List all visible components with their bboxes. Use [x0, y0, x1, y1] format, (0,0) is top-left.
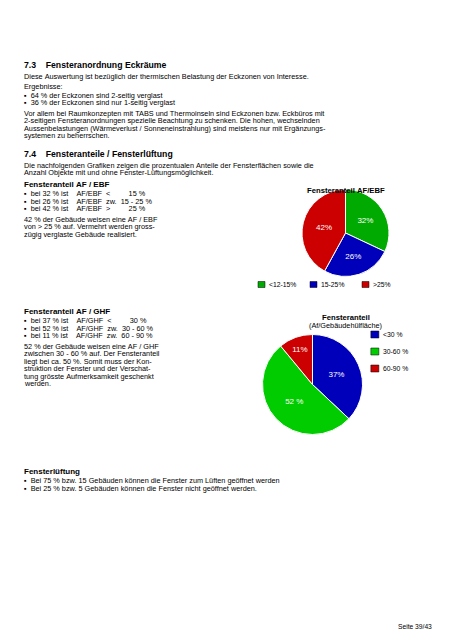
svg-text:▪ Bei 25 % bzw. 5 Gebäuden kö: ▪ Bei 25 % bzw. 5 Gebäuden können die Fe… [24, 484, 257, 493]
svg-text:<12-15%: <12-15% [269, 281, 296, 288]
svg-text:werden.: werden. [24, 379, 51, 388]
svg-text:11%: 11% [292, 345, 307, 354]
svg-text:2-seitigen Fensteranordnungen: 2-seitigen Fensteranordnungen spezielle … [24, 116, 320, 125]
svg-text:Aussenbelastungen (Wärmeverlus: Aussenbelastungen (Wärmeverlust / Sonnen… [24, 124, 326, 133]
svg-text:▪ 64 % der Eckzonen sind 2-se: ▪ 64 % der Eckzonen sind 2-seitig vergla… [24, 91, 162, 100]
svg-text:Anzahl Objekte mit und ohne Fe: Anzahl Objekte mit und ohne Fenster-Lüft… [24, 168, 213, 177]
svg-text:zwischen 30 - 60 % auf. Der Fe: zwischen 30 - 60 % auf. Der Fensterantei… [24, 349, 160, 358]
svg-text:7.4 Fensteranteile / Fenste: 7.4 Fensteranteile / Fensterlüftung [24, 149, 173, 159]
svg-text:7.3 Fensteranordnung Eckräu: 7.3 Fensteranordnung Eckräume [24, 60, 167, 70]
svg-text:Fensteranteil AF / EBF: Fensteranteil AF / EBF [24, 180, 109, 189]
svg-text:60-90 %: 60-90 % [383, 365, 408, 372]
svg-text:Diese Auswertung ist bezüglich: Diese Auswertung ist bezüglich der therm… [24, 72, 309, 81]
svg-text:52 % der Gebäude weisen eine A: 52 % der Gebäude weisen eine AF / GHF [24, 342, 159, 351]
svg-text:>25%: >25% [373, 281, 391, 288]
svg-text:▪ bei 32 % ist AF/EBF <: ▪ bei 32 % ist AF/EBF < 15 % [24, 189, 146, 198]
svg-text:Vor allem bei Raumkonzepten mi: Vor allem bei Raumkonzepten mit TABS und… [24, 109, 324, 118]
svg-text:struktion der Fenster und der: struktion der Fenster und der Verschat- [24, 364, 151, 373]
svg-text:von > 25 % auf. Vermehrt werde: von > 25 % auf. Vermehrt werden gross- [24, 222, 155, 231]
svg-text:Die nachfolgenden Grafiken zei: Die nachfolgenden Grafiken zeigen die pr… [24, 161, 314, 170]
svg-text:tung grösste Aufmerksamkeit ge: tung grösste Aufmerksamkeit geschenkt [24, 372, 154, 381]
svg-text:▪ bei 11 % ist AF/GHF zw.: ▪ bei 11 % ist AF/GHF zw. 60 - 90 % [24, 331, 153, 340]
svg-text:▪ Bei 75 % bzw. 15 Gebäuden k: ▪ Bei 75 % bzw. 15 Gebäuden können die F… [24, 476, 280, 485]
svg-text:▪ bei 42 % ist AF/EBF >: ▪ bei 42 % ist AF/EBF > 25 % [24, 204, 146, 213]
svg-text:15-25%: 15-25% [321, 281, 344, 288]
svg-text:Fensteranteil: Fensteranteil [322, 313, 370, 322]
svg-text:▪ bei 52 % ist AF/GHF zw.: ▪ bei 52 % ist AF/GHF zw. 30 - 60 % [24, 324, 154, 333]
svg-text:42%: 42% [316, 223, 332, 232]
svg-text:(Af/Gebäudehülfläche): (Af/Gebäudehülfläche) [309, 321, 382, 330]
svg-text:Fensterlüftung: Fensterlüftung [24, 467, 80, 476]
svg-text:32%: 32% [357, 216, 373, 225]
svg-text:52 %: 52 % [285, 397, 303, 406]
svg-text:42 % der Gebäude weisen eine A: 42 % der Gebäude weisen eine AF / EBF [24, 215, 158, 224]
svg-text:37%: 37% [328, 370, 344, 379]
svg-text:<30 %: <30 % [383, 331, 402, 338]
svg-text:▪ bei 37 % ist AF/GHF <: ▪ bei 37 % ist AF/GHF < 30 % [24, 316, 147, 325]
svg-text:▪ 36 % der Eckzonen sind nur: ▪ 36 % der Eckzonen sind nur 1-seitig ve… [24, 98, 175, 107]
svg-text:Seite 39/43: Seite 39/43 [398, 623, 432, 630]
svg-text:Fensteranteil AF / GHF: Fensteranteil AF / GHF [24, 307, 110, 316]
svg-text:Fensteranteil AF/EBF: Fensteranteil AF/EBF [307, 186, 385, 195]
svg-text:30-60 %: 30-60 % [383, 348, 408, 355]
svg-text:Ergebnisse:: Ergebnisse: [24, 82, 63, 91]
svg-text:systemen zu beherrschen.: systemen zu beherrschen. [24, 131, 110, 140]
svg-text:liegt bei ca. 50 %. Somit muss: liegt bei ca. 50 %. Somit muss der Kon- [24, 357, 152, 366]
svg-text:▪ bei 26 % ist AF/EBF zw.: ▪ bei 26 % ist AF/EBF zw. 15 - 25 % [24, 197, 152, 206]
svg-text:26%: 26% [345, 252, 361, 261]
svg-text:zügig verglaste Gebäude realis: zügig verglaste Gebäude realisiert. [24, 230, 137, 239]
